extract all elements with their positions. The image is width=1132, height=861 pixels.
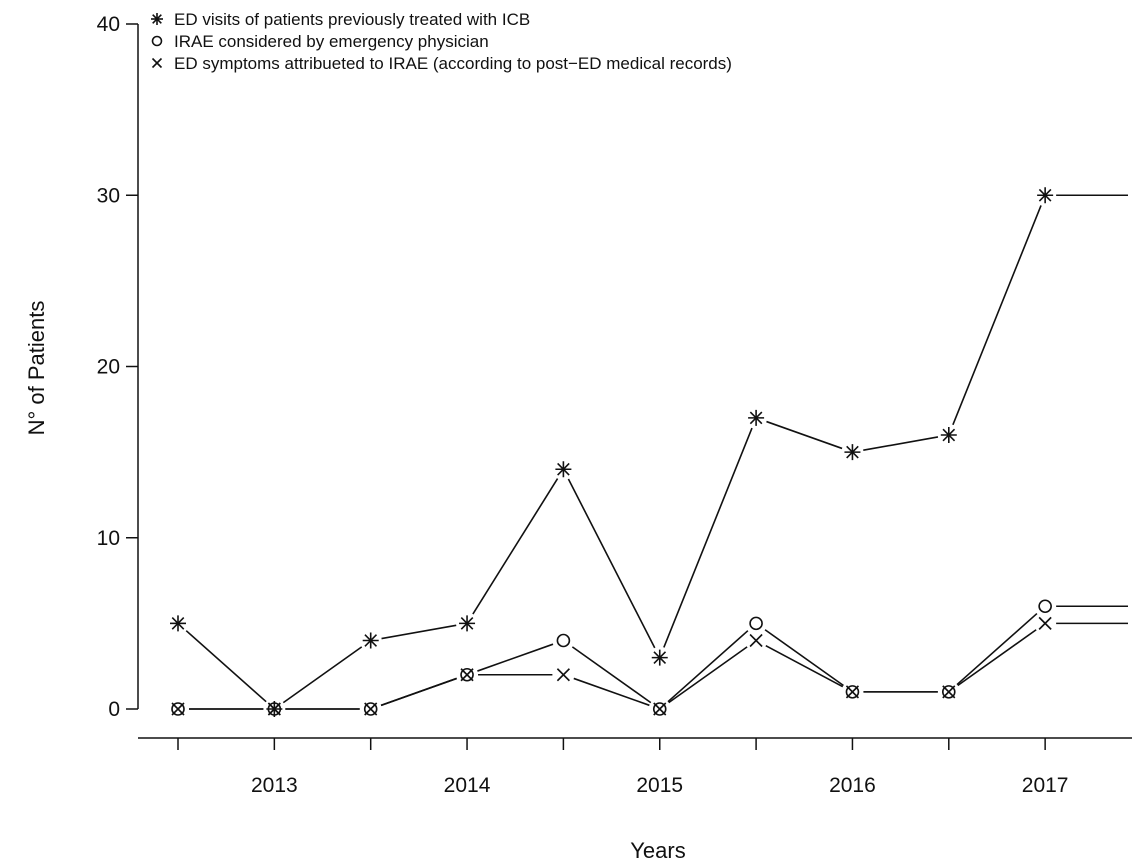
series-segment (765, 644, 844, 688)
y-axis-title: N° of Patients (24, 301, 49, 436)
cross-marker (171, 702, 185, 716)
asterisk-marker (1037, 187, 1054, 204)
cross-marker (1038, 616, 1052, 630)
series-segment (668, 646, 748, 704)
series-segment (663, 427, 753, 648)
series-segment (956, 612, 1038, 686)
cross-marker (460, 668, 474, 682)
y-tick-label: 0 (108, 698, 120, 721)
series-segment (380, 677, 457, 707)
x-tick-label: 2017 (1022, 774, 1069, 797)
asterisk-marker (844, 444, 861, 461)
cross-marker (653, 702, 667, 716)
cross-marker (845, 685, 860, 699)
cross-marker (364, 702, 378, 716)
circle-marker (1038, 599, 1052, 614)
legend-item: IRAE considered by emergency physician (151, 32, 489, 51)
axes: 0 10 20 30 40 2013 2014 2015 2016 2017 (97, 13, 1132, 797)
legend: ED visits of patients previously treated… (151, 10, 732, 73)
circle-marker (652, 702, 667, 716)
legend-item: ED symptoms attribueted to IRAE (accordi… (151, 54, 732, 73)
series-segment (571, 646, 652, 704)
asterisk-marker (459, 615, 476, 632)
y-tick-label: 20 (97, 356, 120, 379)
legend-item: ED visits of patients previously treated… (151, 10, 530, 29)
circle-marker (267, 702, 282, 716)
x-tick-label: 2014 (444, 774, 491, 797)
series-segment (477, 643, 554, 672)
series-segment (282, 646, 363, 704)
cross-marker (942, 685, 956, 699)
series-1 (170, 187, 1128, 717)
asterisk-marker (651, 649, 668, 666)
asterisk-marker (748, 409, 765, 426)
series-segment (573, 677, 650, 707)
series-segment (766, 420, 843, 450)
series-segment (381, 624, 457, 640)
legend-cross-symbol (151, 57, 163, 69)
series-segment (567, 478, 656, 649)
circle-marker (171, 702, 185, 716)
series-segment (764, 629, 844, 687)
series-layer (170, 187, 1128, 717)
asterisk-marker (940, 427, 957, 443)
asterisk-marker (170, 615, 186, 632)
circle-marker (460, 667, 474, 682)
series-segment (863, 436, 939, 451)
asterisk-marker (362, 632, 379, 649)
cross-marker (556, 668, 570, 682)
circle-marker (363, 702, 378, 716)
legend-label: IRAE considered by emergency physician (174, 32, 489, 51)
series-segment (667, 630, 749, 703)
series-2 (171, 599, 1128, 716)
series-segment (185, 630, 267, 703)
cross-marker (267, 702, 281, 716)
y-tick-label: 40 (97, 13, 120, 36)
circle-marker (749, 616, 763, 631)
legend-asterisk-symbol (151, 13, 163, 25)
series-segment (952, 205, 1042, 426)
y-tick-label: 30 (97, 184, 120, 207)
y-tick-label: 10 (97, 527, 120, 550)
series-segment (957, 629, 1037, 687)
cross-marker (749, 633, 763, 648)
legend-label: ED symptoms attribueted to IRAE (accordi… (174, 54, 732, 73)
asterisk-marker (555, 461, 572, 478)
circle-marker (556, 633, 571, 648)
series-3 (171, 616, 1128, 716)
x-tick-label: 2015 (636, 774, 683, 797)
x-tick-label: 2016 (829, 774, 876, 797)
legend-circle-symbol (151, 35, 163, 47)
circle-marker (941, 685, 956, 699)
x-tick-label: 2013 (251, 774, 298, 797)
legend-label: ED visits of patients previously treated… (174, 10, 530, 29)
circle-marker (845, 685, 860, 699)
series-segment (472, 478, 559, 615)
x-axis-title: Years (630, 838, 685, 861)
